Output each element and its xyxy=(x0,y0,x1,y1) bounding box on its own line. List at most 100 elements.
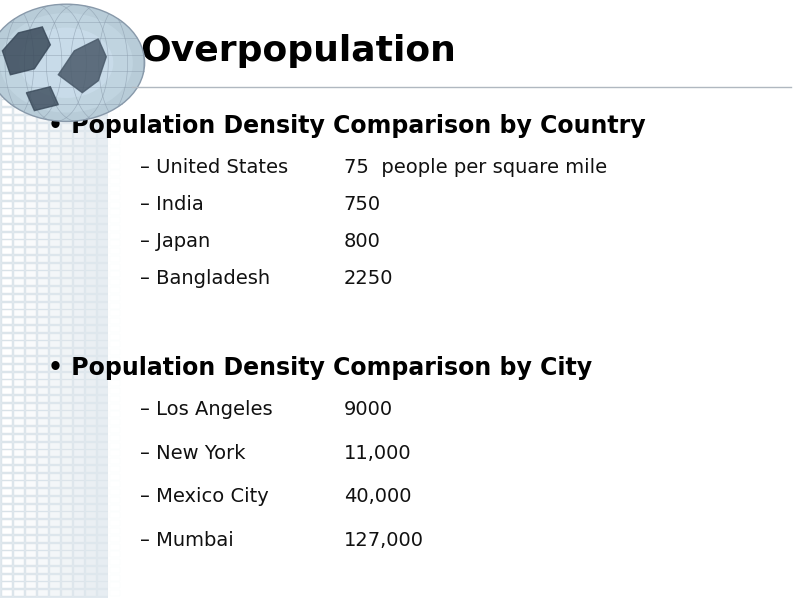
Bar xyxy=(74,365,84,371)
Bar xyxy=(50,155,60,161)
Bar xyxy=(110,77,120,83)
Bar xyxy=(74,240,84,246)
Bar xyxy=(62,373,72,379)
Bar xyxy=(38,489,48,495)
Bar xyxy=(74,194,84,200)
Bar xyxy=(14,77,24,83)
Bar xyxy=(50,396,60,402)
Bar xyxy=(38,303,48,309)
Bar xyxy=(14,264,24,270)
Text: • Population Density Comparison by Country: • Population Density Comparison by Count… xyxy=(48,114,646,138)
Bar xyxy=(26,341,36,347)
Bar xyxy=(98,132,108,138)
Bar xyxy=(98,170,108,176)
Bar xyxy=(38,427,48,433)
Bar xyxy=(110,287,120,293)
Bar xyxy=(26,435,36,441)
Bar xyxy=(2,155,12,161)
Bar xyxy=(26,139,36,145)
Bar xyxy=(38,170,48,176)
Bar xyxy=(2,334,12,340)
Bar xyxy=(14,85,24,91)
Bar xyxy=(26,443,36,448)
Bar xyxy=(38,520,48,526)
Bar xyxy=(98,155,108,161)
Bar xyxy=(62,147,72,153)
Bar xyxy=(38,474,48,480)
Bar xyxy=(26,466,36,472)
Bar xyxy=(50,139,60,145)
Bar xyxy=(50,528,60,534)
Bar xyxy=(26,163,36,169)
Bar xyxy=(86,443,96,448)
Bar xyxy=(74,170,84,176)
Text: 75  people per square mile: 75 people per square mile xyxy=(344,158,606,177)
Bar xyxy=(50,404,60,410)
Bar xyxy=(86,582,96,588)
Bar xyxy=(62,435,72,441)
Bar xyxy=(38,536,48,542)
Bar xyxy=(26,318,36,324)
Bar xyxy=(62,443,72,448)
Bar xyxy=(86,497,96,503)
Bar xyxy=(2,310,12,316)
Bar xyxy=(2,139,12,145)
Bar xyxy=(86,396,96,402)
Bar xyxy=(62,536,72,542)
Bar xyxy=(38,497,48,503)
Bar xyxy=(62,458,72,464)
Bar xyxy=(86,233,96,239)
Bar xyxy=(98,341,108,347)
Bar xyxy=(26,520,36,526)
Bar xyxy=(98,248,108,254)
Bar xyxy=(74,582,84,588)
Bar xyxy=(74,147,84,153)
Bar xyxy=(86,373,96,379)
Bar xyxy=(62,108,72,114)
Bar xyxy=(14,271,24,277)
Bar xyxy=(14,155,24,161)
Bar xyxy=(50,373,60,379)
Bar xyxy=(86,349,96,355)
Bar xyxy=(110,427,120,433)
Bar xyxy=(86,108,96,114)
Bar xyxy=(74,271,84,277)
Bar xyxy=(62,404,72,410)
Bar xyxy=(98,590,108,596)
Bar xyxy=(74,474,84,480)
Bar xyxy=(62,287,72,293)
Bar xyxy=(98,310,108,316)
Bar xyxy=(86,567,96,573)
Bar xyxy=(74,85,84,91)
Bar xyxy=(14,466,24,472)
Bar xyxy=(50,124,60,130)
Bar xyxy=(74,93,84,99)
Bar xyxy=(14,194,24,200)
Bar xyxy=(38,132,48,138)
Bar xyxy=(50,349,60,355)
Bar xyxy=(62,202,72,208)
Bar xyxy=(26,194,36,200)
Bar xyxy=(26,279,36,285)
Bar xyxy=(2,590,12,596)
Bar xyxy=(50,590,60,596)
Bar xyxy=(74,202,84,208)
Bar xyxy=(62,233,72,239)
Bar xyxy=(98,163,108,169)
Bar xyxy=(86,505,96,511)
Bar xyxy=(38,404,48,410)
Bar xyxy=(86,520,96,526)
Bar xyxy=(74,132,84,138)
Bar xyxy=(38,279,48,285)
Bar xyxy=(110,419,120,425)
Bar xyxy=(50,170,60,176)
Bar xyxy=(14,334,24,340)
Bar xyxy=(74,225,84,231)
Bar xyxy=(110,536,120,542)
Bar xyxy=(98,93,108,99)
Bar xyxy=(38,202,48,208)
Bar xyxy=(110,404,120,410)
Bar xyxy=(98,365,108,371)
Bar xyxy=(110,443,120,448)
Bar xyxy=(50,544,60,550)
